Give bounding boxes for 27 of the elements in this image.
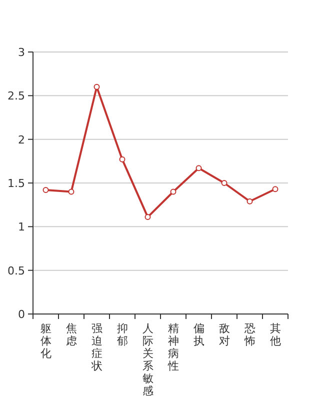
x-tick-label: 强迫症状 (90, 322, 102, 372)
x-tick-label: 偏执 (193, 322, 204, 348)
x-tick-label: 躯体化 (40, 322, 52, 360)
x-tick-label: 人际关系敏感 (142, 322, 154, 398)
point (246, 198, 253, 204)
point (221, 180, 228, 186)
point (272, 186, 278, 192)
point (42, 186, 49, 193)
point (170, 188, 176, 195)
point (196, 165, 202, 172)
x-tick-label: 抑郁 (116, 322, 128, 348)
x-tick-label: 精神病性 (166, 322, 179, 372)
x-tick-label: 恐怖 (243, 322, 256, 348)
x-tick-label: 敌对 (218, 322, 230, 348)
point (119, 156, 126, 162)
y-tick-label: 1.5 (8, 177, 25, 190)
y-tick-label: 2 (18, 133, 25, 146)
point (94, 84, 100, 90)
y-tick-label: 0 (18, 308, 25, 321)
x-tick-label: 焦虑 (66, 322, 77, 348)
point (144, 214, 151, 220)
y-tick-label: 0.5 (8, 264, 25, 278)
y-tick-label: 1 (18, 220, 25, 234)
y-tick-label: 2.5 (8, 90, 25, 103)
y-tick-label: 3 (18, 46, 25, 59)
x-tick-label: 其他 (270, 322, 281, 348)
point (68, 188, 74, 195)
